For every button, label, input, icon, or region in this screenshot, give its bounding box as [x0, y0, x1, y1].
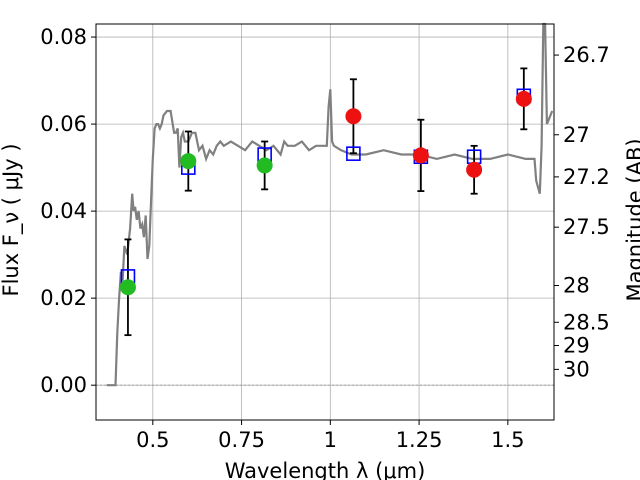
- observed-photometry-point: [345, 108, 362, 125]
- model-photometry-square: [346, 146, 361, 161]
- y-tick-label: 0.02: [40, 286, 87, 310]
- y-tick-label: 0.06: [40, 112, 87, 136]
- observed-photometry-points: [119, 90, 532, 296]
- right-tick-label: 29: [563, 333, 590, 357]
- observed-photometry-point: [256, 157, 273, 174]
- x-tick-label: 0.75: [218, 428, 265, 452]
- model-spectrum-line: [106, 22, 554, 387]
- right-tick-label: 27: [563, 123, 590, 147]
- observed-photometry-point: [119, 279, 136, 296]
- x-tick-label: 1: [324, 428, 337, 452]
- observed-photometry-point: [180, 153, 197, 170]
- y-tick-label: 0.08: [40, 25, 87, 49]
- model-photometry-squares: [120, 88, 532, 284]
- x-tick-label: 0.5: [136, 428, 169, 452]
- error-bars: [124, 67, 528, 337]
- right-tick-label: 26.7: [563, 43, 610, 67]
- y-axis-ticks: 0.00 0.02 0.04 0.06 0.08: [40, 25, 96, 397]
- plot-frame: [95, 23, 555, 421]
- y-axis-label: Flux F_ν ( μJy ): [0, 143, 24, 296]
- right-axis-label: Magnitude (AB): [623, 138, 640, 301]
- y-tick-label: 0.00: [40, 373, 87, 397]
- right-tick-label: 28: [563, 273, 590, 297]
- x-tick-label: 1.25: [396, 428, 443, 452]
- x-tick-label: 1.5: [491, 428, 524, 452]
- grid: [96, 24, 554, 420]
- x-axis-label: Wavelength λ (μm): [225, 459, 426, 480]
- x-axis-ticks: 0.5 0.75 1 1.25 1.5: [136, 420, 525, 452]
- observed-photometry-point: [515, 90, 532, 107]
- observed-photometry-point: [466, 161, 483, 178]
- right-tick-label: 27.5: [563, 215, 610, 239]
- y-tick-label: 0.04: [40, 199, 87, 223]
- right-tick-label: 28.5: [563, 310, 610, 334]
- right-tick-label: 30: [563, 357, 590, 381]
- right-tick-label: 27.2: [563, 165, 610, 189]
- observed-photometry-point: [412, 147, 429, 164]
